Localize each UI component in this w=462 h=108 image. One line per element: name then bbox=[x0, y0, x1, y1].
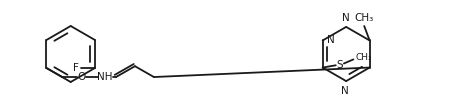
Text: N: N bbox=[342, 13, 350, 23]
Text: CH₃: CH₃ bbox=[356, 53, 372, 62]
Text: CH₃: CH₃ bbox=[354, 13, 374, 23]
Text: N: N bbox=[341, 86, 349, 96]
Text: O: O bbox=[77, 72, 85, 82]
Text: F: F bbox=[73, 63, 79, 73]
Text: N: N bbox=[327, 35, 335, 44]
Text: NH: NH bbox=[97, 72, 112, 82]
Text: S: S bbox=[336, 60, 343, 70]
